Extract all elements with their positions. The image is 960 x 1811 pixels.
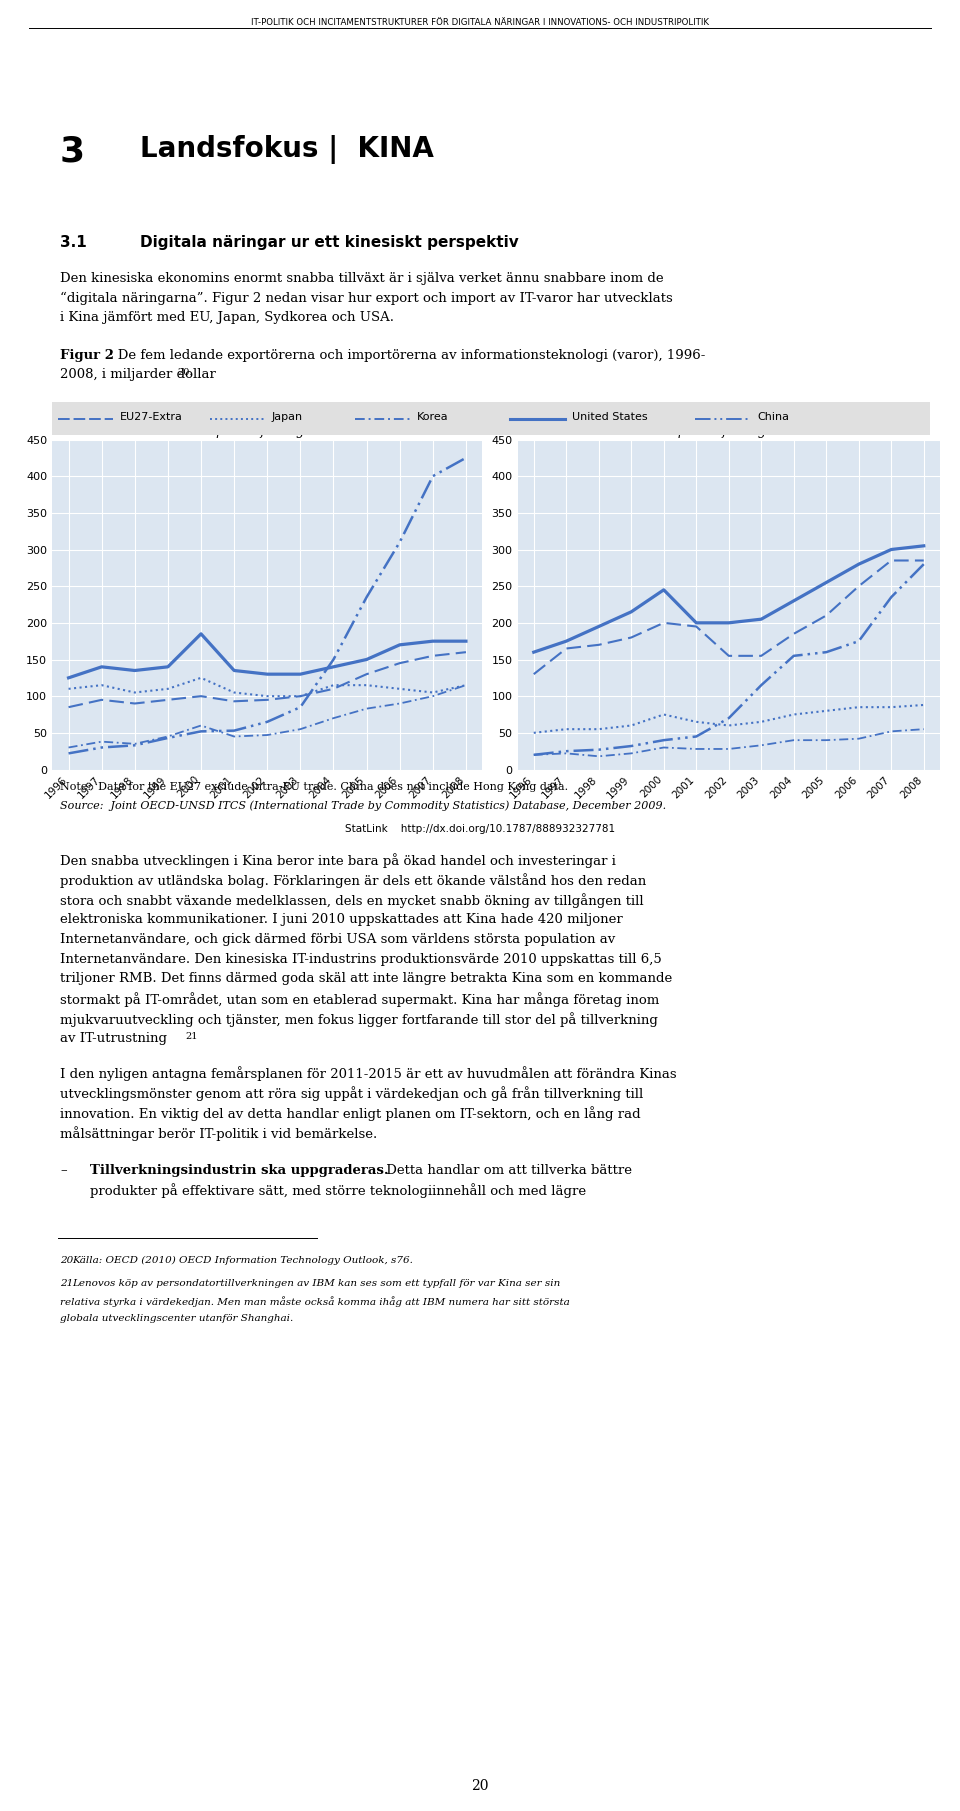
Text: globala utvecklingscenter utanför Shanghai.: globala utvecklingscenter utanför Shangh… bbox=[60, 1313, 293, 1322]
Text: China: China bbox=[757, 413, 789, 422]
Text: Digitala näringar ur ett kinesiskt perspektiv: Digitala näringar ur ett kinesiskt persp… bbox=[140, 235, 518, 250]
Text: Tillverkningsindustrin ska uppgraderas.: Tillverkningsindustrin ska uppgraderas. bbox=[90, 1164, 389, 1177]
Text: triljoner RMB. Det finns därmed goda skäl att inte längre betrakta Kina som en k: triljoner RMB. Det finns därmed goda skä… bbox=[60, 973, 672, 985]
Text: mjukvaruutveckling och tjänster, men fokus ligger fortfarande till stor del på t: mjukvaruutveckling och tjänster, men fok… bbox=[60, 1012, 658, 1027]
Text: 21: 21 bbox=[60, 1279, 73, 1288]
Text: Landsfokus |  KINA: Landsfokus | KINA bbox=[140, 136, 434, 165]
Text: Lenovos köp av persondatortillverkningen av IBM kan ses som ett typfall för var : Lenovos köp av persondatortillverkningen… bbox=[72, 1279, 561, 1288]
Text: Detta handlar om att tillverka bättre: Detta handlar om att tillverka bättre bbox=[382, 1164, 632, 1177]
Text: –: – bbox=[60, 1164, 66, 1177]
Text: StatLink    http://dx.doi.org/10.1787/888932327781: StatLink http://dx.doi.org/10.1787/88893… bbox=[345, 824, 615, 833]
Text: Internetanvändare. Den kinesiska IT-industrins produktionsvärde 2010 uppskattas : Internetanvändare. Den kinesiska IT-indu… bbox=[60, 953, 661, 965]
Text: United States: United States bbox=[572, 413, 648, 422]
Text: EU27-Extra: EU27-Extra bbox=[120, 413, 182, 422]
Text: Den snabba utvecklingen i Kina beror inte bara på ökad handel och investeringar : Den snabba utvecklingen i Kina beror int… bbox=[60, 853, 616, 869]
Text: i Kina jämfört med EU, Japan, Sydkorea och USA.: i Kina jämfört med EU, Japan, Sydkorea o… bbox=[60, 311, 394, 324]
Text: Note:  Data for the EU27 exclude intra-EU trade. China does not include Hong Kon: Note: Data for the EU27 exclude intra-EU… bbox=[60, 782, 568, 791]
Text: Den kinesiska ekonomins enormt snabba tillväxt är i själva verket ännu snabbare : Den kinesiska ekonomins enormt snabba ti… bbox=[60, 272, 663, 284]
Text: Korea: Korea bbox=[417, 413, 448, 422]
Text: Källa: OECD (2010) OECD Information Technology Outlook, s76.: Källa: OECD (2010) OECD Information Tech… bbox=[72, 1257, 413, 1266]
Text: relativa styrka i värdekedjan. Men man måste också komma ihåg att IBM numera har: relativa styrka i värdekedjan. Men man m… bbox=[60, 1297, 569, 1308]
Text: Source:  Joint OECD-UNSD ITCS (International Trade by Commodity Statistics) Data: Source: Joint OECD-UNSD ITCS (Internatio… bbox=[60, 800, 666, 811]
Text: : De fem ledande exportörerna och importörerna av informationsteknologi (varor),: : De fem ledande exportörerna och import… bbox=[109, 348, 706, 362]
Text: innovation. En viktig del av detta handlar enligt planen om IT-sektorn, och en l: innovation. En viktig del av detta handl… bbox=[60, 1107, 640, 1121]
Text: målsättningar berör IT-politik i vid bemärkelse.: målsättningar berör IT-politik i vid bem… bbox=[60, 1126, 377, 1141]
Text: 20: 20 bbox=[60, 1257, 73, 1266]
Text: produkter på effektivare sätt, med större teknologiinnehåll och med lägre: produkter på effektivare sätt, med störr… bbox=[90, 1184, 587, 1199]
Text: 20: 20 bbox=[471, 1778, 489, 1793]
Text: I den nyligen antagna femårsplanen för 2011-2015 är ett av huvudmålen att föränd: I den nyligen antagna femårsplanen för 2… bbox=[60, 1067, 677, 1081]
Text: 3.1: 3.1 bbox=[60, 235, 86, 250]
Text: Japan: Japan bbox=[272, 413, 303, 422]
Text: utvecklingsmönster genom att röra sig uppåt i värdekedjan och gå från tillverkni: utvecklingsmönster genom att röra sig up… bbox=[60, 1087, 643, 1101]
Text: stormakt på IT-området, utan som en etablerad supermakt. Kina har många företag : stormakt på IT-området, utan som en etab… bbox=[60, 992, 660, 1007]
Text: “digitala näringarna”. Figur 2 nedan visar hur export och import av IT-varor har: “digitala näringarna”. Figur 2 nedan vis… bbox=[60, 292, 673, 304]
Text: av IT-utrustning: av IT-utrustning bbox=[60, 1032, 167, 1045]
Text: 21: 21 bbox=[185, 1032, 198, 1041]
Text: 3: 3 bbox=[60, 136, 85, 168]
Text: 20.: 20. bbox=[177, 368, 193, 377]
Text: stora och snabbt växande medelklassen, dels en mycket snabb ökning av tillgången: stora och snabbt växande medelklassen, d… bbox=[60, 893, 643, 907]
Text: produktion av utländska bolag. Förklaringen är dels ett ökande välstånd hos den : produktion av utländska bolag. Förklarin… bbox=[60, 873, 646, 887]
Text: Figur 2: Figur 2 bbox=[60, 348, 114, 362]
Title: Imports of ICT goods: Imports of ICT goods bbox=[661, 426, 796, 438]
Text: Internetanvändare, och gick därmed förbi USA som världens största population av: Internetanvändare, och gick därmed förbi… bbox=[60, 933, 615, 945]
Text: elektroniska kommunikationer. I juni 2010 uppskattades att Kina hade 420 miljone: elektroniska kommunikationer. I juni 201… bbox=[60, 913, 623, 925]
Text: IT-POLITIK OCH INCITAMENTSTRUKTURER FÖR DIGITALA NÄRINGAR I INNOVATIONS- OCH IND: IT-POLITIK OCH INCITAMENTSTRUKTURER FÖR … bbox=[251, 18, 709, 27]
Title: Exports of ICT goods: Exports of ICT goods bbox=[201, 426, 334, 438]
Text: 2008, i miljarder dollar: 2008, i miljarder dollar bbox=[60, 368, 216, 380]
